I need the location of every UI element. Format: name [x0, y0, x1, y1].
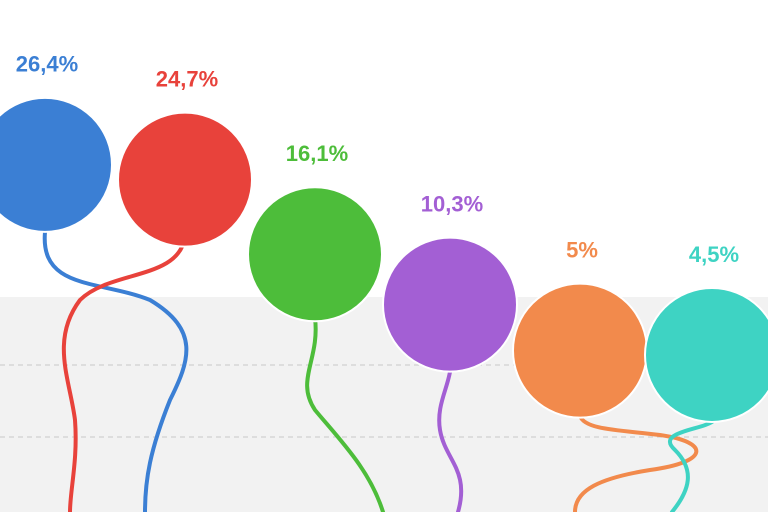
candidate-dot [117, 111, 253, 248]
value-label: 5% [566, 237, 598, 262]
candidate-dot [512, 282, 648, 419]
value-label: 26,4% [16, 52, 78, 77]
candidate-dot [382, 236, 518, 373]
trend-curve [61, 234, 187, 512]
trend-curve [437, 352, 464, 512]
value-label: 4,5% [689, 242, 739, 267]
trend-curve [305, 316, 385, 512]
trend-curve [668, 420, 714, 512]
candidate-dot [247, 186, 383, 323]
candidate-dot [644, 286, 768, 423]
value-label: 16,1% [286, 141, 348, 166]
candidate-dot [0, 96, 113, 233]
value-label: 24,7% [156, 66, 218, 91]
trend-curve [42, 230, 189, 512]
trend-curve [573, 414, 699, 512]
value-label: 10,3% [421, 191, 483, 216]
